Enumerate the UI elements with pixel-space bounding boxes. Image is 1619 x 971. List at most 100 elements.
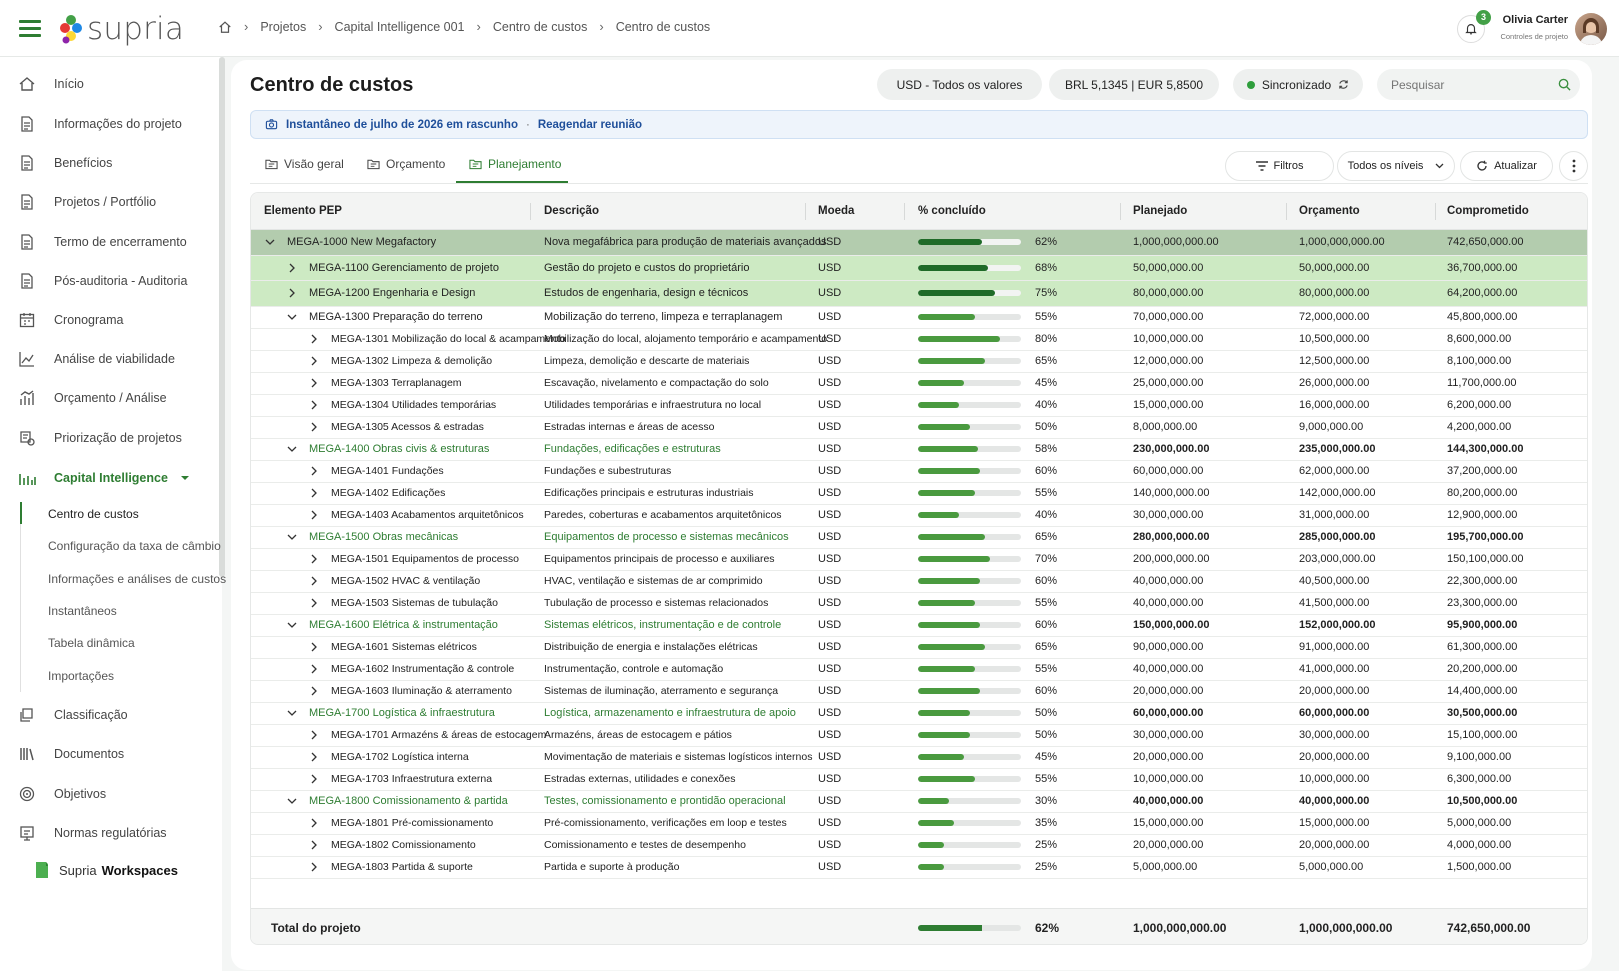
column-separator[interactable]	[1435, 203, 1436, 220]
filters-button[interactable]: Filtros	[1225, 151, 1334, 181]
sidebar-item-cronograma[interactable]: Cronograma	[18, 308, 123, 332]
chevron-right-icon[interactable]	[309, 686, 319, 696]
sidebar-item-priorizacao[interactable]: Priorização de projetos	[18, 426, 182, 450]
chevron-right-icon[interactable]	[309, 422, 319, 432]
sidebar-item-projetos[interactable]: Projetos / Portfólio	[18, 190, 156, 214]
tab-planejamento[interactable]: Planejamento	[469, 157, 561, 171]
column-header-planejado[interactable]: Planejado	[1133, 205, 1188, 217]
chevron-right-icon[interactable]	[309, 598, 319, 608]
chevron-right-icon[interactable]	[309, 730, 319, 740]
avatar[interactable]	[1575, 13, 1607, 45]
table-row[interactable]: MEGA-1703 Infraestrutura externa Estradas…	[251, 769, 1587, 791]
sidebar-item-capital-intelligence[interactable]: Capital Intelligence	[18, 466, 190, 490]
chevron-down-icon[interactable]	[287, 444, 297, 454]
table-row[interactable]: MEGA-1601 Sistemas elétricos Distribuição…	[251, 637, 1587, 659]
chevron-down-icon[interactable]	[287, 532, 297, 542]
table-row[interactable]: MEGA-1300 Preparação do terreno Mobilizaç…	[251, 307, 1587, 329]
table-row[interactable]: MEGA-1100 Gerenciamento de projeto Gestão…	[251, 255, 1587, 281]
sub-item-taxa-cambio[interactable]: Configuração da taxa de câmbio	[48, 539, 221, 553]
table-row[interactable]: MEGA-1603 Iluminação & aterramento Sistem…	[251, 681, 1587, 703]
table-row[interactable]: MEGA-1702 Logística interna Movimentação …	[251, 747, 1587, 769]
sidebar-scrollbar[interactable]	[219, 57, 225, 577]
table-row[interactable]: MEGA-1701 Armazéns & áreas de estocagem A…	[251, 725, 1587, 747]
column-separator[interactable]	[1286, 203, 1287, 220]
sidebar-item-inicio[interactable]: Início	[18, 72, 84, 96]
table-row[interactable]: MEGA-1600 Elétrica & instrumentação Siste…	[251, 615, 1587, 637]
table-row[interactable]: MEGA-1401 Fundações Fundações e subestrut…	[251, 461, 1587, 483]
sub-item-instantaneos[interactable]: Instantâneos	[48, 604, 117, 618]
chevron-right-icon[interactable]	[309, 510, 319, 520]
chevron-right-icon[interactable]	[309, 752, 319, 762]
chevron-right-icon[interactable]	[309, 466, 319, 476]
table-row[interactable]: MEGA-1303 Terraplanagem Escavação, nivela…	[251, 373, 1587, 395]
column-header-comprometido[interactable]: Comprometido	[1447, 205, 1529, 217]
table-row[interactable]: MEGA-1304 Utilidades temporárias Utilidad…	[251, 395, 1587, 417]
sub-item-analises-custos[interactable]: Informações e análises de custos	[48, 572, 227, 586]
table-row[interactable]: MEGA-1403 Acabamentos arquitetônicos Pare…	[251, 505, 1587, 527]
logo[interactable]: supria	[60, 11, 184, 47]
column-header-pep[interactable]: Elemento PEP	[264, 205, 342, 217]
chevron-right-icon[interactable]	[309, 840, 319, 850]
chevron-right-icon[interactable]	[309, 818, 319, 828]
column-separator[interactable]	[1120, 203, 1121, 220]
sidebar-item-orcamento[interactable]: Orçamento / Análise	[18, 386, 167, 410]
table-row[interactable]: MEGA-1801 Pré-comissionamento Pré-comissi…	[251, 813, 1587, 835]
chevron-down-icon[interactable]	[287, 312, 297, 322]
chevron-right-icon[interactable]	[309, 334, 319, 344]
chevron-right-icon[interactable]	[309, 774, 319, 784]
column-header-orcamento[interactable]: Orçamento	[1299, 205, 1360, 217]
table-row[interactable]: MEGA-1302 Limpeza & demolição Limpeza, de…	[251, 351, 1587, 373]
table-row[interactable]: MEGA-1502 HVAC & ventilação HVAC, ventila…	[251, 571, 1587, 593]
sidebar-item-informacoes[interactable]: Informações do projeto	[18, 112, 182, 136]
table-row[interactable]: MEGA-1503 Sistemas de tubulação Tubulação…	[251, 593, 1587, 615]
user-name[interactable]: Olivia Carter	[1502, 14, 1568, 26]
column-separator[interactable]	[805, 203, 806, 220]
table-row[interactable]: MEGA-1301 Mobilização do local & acampam…	[251, 329, 1587, 351]
chevron-right-icon[interactable]	[309, 576, 319, 586]
refresh-button[interactable]: Atualizar	[1460, 151, 1553, 181]
tab-orcamento[interactable]: Orçamento	[367, 157, 445, 171]
notifications-button[interactable]	[1457, 15, 1485, 43]
home-icon[interactable]	[218, 20, 232, 34]
column-header-concluido[interactable]: % concluído	[918, 205, 986, 217]
more-options-button[interactable]	[1559, 151, 1588, 181]
table-row[interactable]: MEGA-1402 Edificações Edificações princip…	[251, 483, 1587, 505]
sidebar-item-normas[interactable]: Normas regulatórias	[18, 821, 167, 845]
column-separator[interactable]	[904, 203, 905, 220]
menu-icon[interactable]	[19, 19, 41, 37]
exchange-rates-pill[interactable]: BRL 5,1345 | EUR 5,8500	[1049, 69, 1219, 100]
table-row[interactable]: MEGA-1400 Obras civis & estruturas Fundaç…	[251, 439, 1587, 461]
column-separator[interactable]	[530, 203, 531, 220]
chevron-right-icon[interactable]	[309, 400, 319, 410]
search-icon[interactable]	[1558, 78, 1571, 91]
reschedule-meeting-link[interactable]: Reagendar reunião	[537, 118, 642, 131]
sync-status[interactable]: Sincronizado	[1233, 69, 1363, 100]
table-row[interactable]: MEGA-1602 Instrumentação & controle Instr…	[251, 659, 1587, 681]
table-row[interactable]: MEGA-1802 Comissionamento Comissionamento…	[251, 835, 1587, 857]
chevron-down-icon[interactable]	[265, 237, 275, 247]
table-row[interactable]: MEGA-1803 Partida & suporte Partida e sup…	[251, 857, 1587, 879]
tab-visao-geral[interactable]: Visão geral	[265, 157, 344, 171]
table-row[interactable]: MEGA-1800 Comissionamento & partida Teste…	[251, 791, 1587, 813]
chevron-right-icon[interactable]	[309, 862, 319, 872]
workspaces-link[interactable]: Supria Workspaces	[34, 858, 178, 882]
sidebar-item-objetivos[interactable]: Objetivos	[18, 782, 106, 806]
breadcrumb-projetos[interactable]: Projetos	[260, 19, 307, 34]
search-input[interactable]	[1391, 77, 1541, 92]
chevron-right-icon[interactable]	[309, 378, 319, 388]
sidebar-item-pos-auditoria[interactable]: Pós-auditoria - Auditoria	[18, 269, 187, 293]
snapshot-draft-link[interactable]: Instantâneo de julho de 2026 em rascunho	[286, 118, 518, 131]
table-row[interactable]: MEGA-1305 Acessos & estradas Estradas int…	[251, 417, 1587, 439]
column-header-moeda[interactable]: Moeda	[818, 205, 855, 217]
chevron-right-icon[interactable]	[309, 554, 319, 564]
breadcrumb-cost-center[interactable]: Centro de custos	[492, 19, 588, 34]
table-row[interactable]: MEGA-1500 Obras mecânicas Equipamentos de…	[251, 527, 1587, 549]
sub-item-tabela-dinamica[interactable]: Tabela dinâmica	[48, 636, 135, 650]
column-header-descricao[interactable]: Descrição	[544, 205, 599, 217]
chevron-right-icon[interactable]	[309, 642, 319, 652]
sidebar-item-termo[interactable]: Termo de encerramento	[18, 230, 187, 254]
chevron-right-icon[interactable]	[309, 664, 319, 674]
sidebar-item-documentos[interactable]: Documentos	[18, 742, 124, 766]
table-row[interactable]: MEGA-1700 Logística & infraestrutura Logí…	[251, 703, 1587, 725]
chevron-right-icon[interactable]	[309, 356, 319, 366]
